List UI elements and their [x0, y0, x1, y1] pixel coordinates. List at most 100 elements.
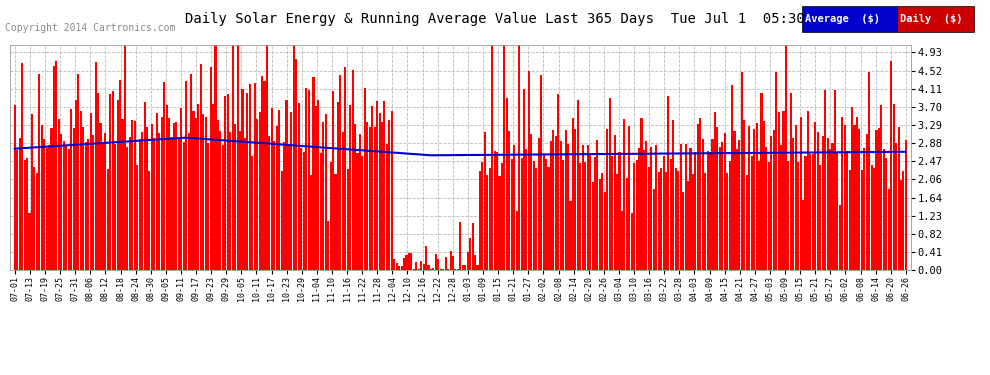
Bar [822, 136, 824, 270]
Bar [636, 160, 638, 270]
FancyBboxPatch shape [802, 6, 897, 32]
Bar [308, 90, 310, 270]
Bar [662, 156, 664, 270]
Bar [150, 124, 152, 270]
Bar [518, 45, 520, 270]
Bar [699, 118, 701, 270]
Bar [24, 160, 26, 270]
Bar [536, 168, 538, 270]
Bar [655, 145, 657, 270]
Bar [792, 138, 794, 270]
Bar [905, 140, 907, 270]
Bar [516, 211, 518, 270]
Bar [885, 158, 887, 270]
Bar [898, 127, 900, 270]
Bar [408, 253, 410, 270]
Bar [471, 223, 473, 270]
Bar [832, 143, 834, 270]
Bar [215, 45, 217, 270]
Bar [60, 134, 62, 270]
Bar [247, 93, 248, 270]
Bar [549, 141, 552, 270]
Bar [378, 113, 380, 270]
Bar [220, 131, 222, 270]
Bar [423, 264, 425, 270]
Bar [217, 120, 219, 270]
Bar [31, 114, 33, 270]
Bar [858, 129, 860, 270]
Bar [682, 192, 684, 270]
Bar [574, 129, 576, 270]
Bar [183, 142, 185, 270]
Bar [626, 178, 628, 270]
Bar [190, 74, 192, 270]
Bar [148, 171, 150, 270]
Bar [129, 137, 131, 270]
Bar [501, 163, 503, 270]
Bar [591, 182, 594, 270]
Bar [888, 189, 890, 270]
Bar [418, 269, 420, 270]
Bar [569, 201, 571, 270]
Bar [124, 45, 126, 270]
Bar [315, 106, 317, 270]
Bar [52, 66, 55, 270]
Bar [758, 161, 760, 270]
Bar [401, 266, 403, 270]
Bar [547, 167, 549, 270]
Bar [660, 168, 662, 270]
Bar [601, 173, 603, 270]
Bar [158, 133, 160, 270]
Text: Daily  ($): Daily ($) [900, 14, 962, 24]
Bar [815, 122, 817, 270]
Bar [665, 172, 667, 270]
Bar [494, 151, 496, 270]
Bar [168, 118, 170, 270]
Bar [880, 105, 882, 270]
Bar [381, 122, 383, 270]
Bar [230, 132, 232, 270]
Bar [780, 145, 782, 270]
Bar [80, 111, 82, 270]
Bar [810, 153, 812, 270]
Bar [890, 61, 892, 270]
Bar [614, 135, 616, 270]
Bar [144, 102, 146, 270]
Bar [413, 269, 415, 270]
Bar [596, 140, 599, 270]
Bar [258, 112, 260, 270]
Bar [657, 172, 659, 270]
Bar [415, 262, 418, 270]
Bar [310, 175, 312, 270]
Bar [438, 260, 440, 270]
Bar [604, 192, 606, 270]
Bar [629, 126, 631, 270]
Bar [109, 94, 111, 270]
Bar [55, 62, 57, 270]
Bar [544, 159, 547, 270]
Bar [484, 132, 486, 270]
Bar [391, 111, 393, 270]
Bar [677, 171, 679, 270]
Bar [433, 268, 435, 270]
Bar [364, 88, 366, 270]
Bar [503, 45, 506, 270]
Bar [594, 157, 596, 270]
Bar [554, 136, 556, 270]
Bar [180, 108, 182, 270]
Bar [26, 158, 28, 270]
Bar [75, 100, 77, 270]
Bar [430, 268, 432, 270]
Bar [67, 149, 69, 270]
Bar [322, 123, 325, 270]
Bar [523, 89, 525, 270]
Bar [489, 168, 491, 270]
Bar [232, 45, 234, 270]
Bar [134, 121, 136, 270]
Bar [638, 148, 641, 270]
Bar [454, 269, 456, 270]
Bar [722, 142, 724, 270]
Bar [856, 117, 858, 270]
Bar [851, 107, 853, 270]
Bar [36, 173, 38, 270]
